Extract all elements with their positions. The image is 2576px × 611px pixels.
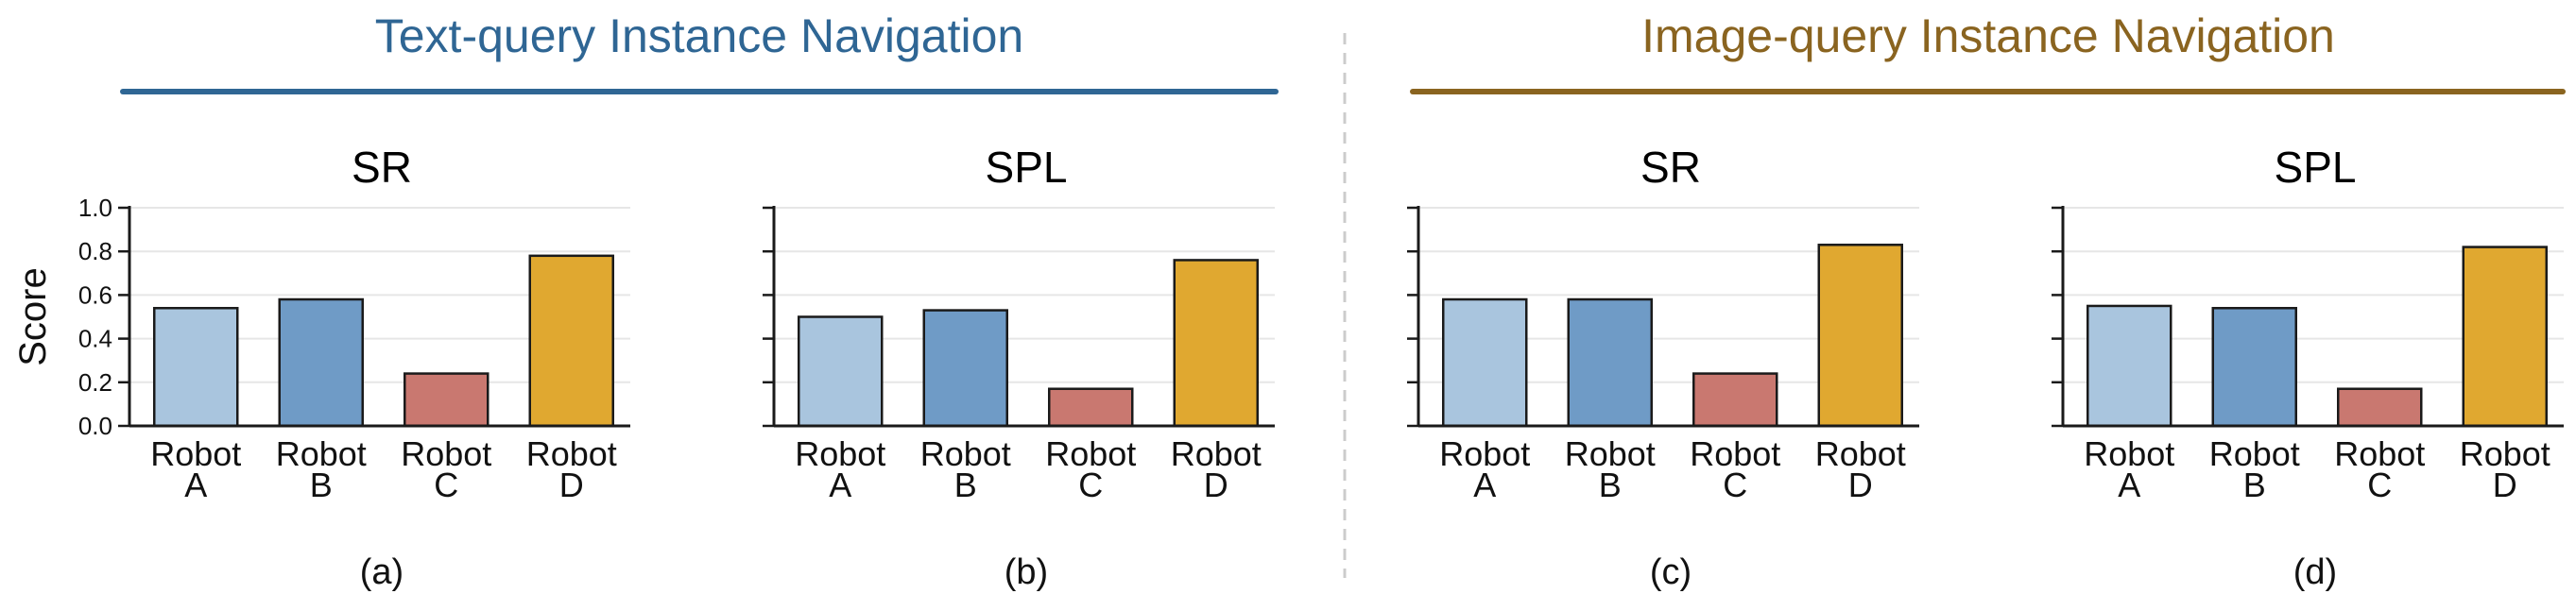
bar-d	[528, 254, 614, 428]
bar-d	[1817, 244, 1903, 428]
chart-title: SPL	[986, 143, 1068, 192]
group-title-text-query: Text-query Instance Navigation	[375, 9, 1023, 62]
category-label: Robot A	[1439, 434, 1530, 504]
chart-title: SR	[1640, 143, 1701, 192]
y-tick-label: 0.0	[78, 412, 112, 440]
category-label: Robot C	[401, 434, 491, 504]
chart-panel-4: Robot A Robot B Robot C Robot D SPL (d)	[2052, 143, 2564, 592]
category-label: Robot C	[2334, 434, 2425, 504]
category-label: Robot A	[795, 434, 885, 504]
bar-a	[798, 315, 884, 428]
bar-c	[1692, 372, 1778, 428]
panel-label: (a)	[360, 552, 404, 592]
category-label: Robot B	[2209, 434, 2300, 504]
panel-label: (d)	[2293, 552, 2337, 592]
chart-panel-3: Robot A Robot B Robot C Robot D SR (c)	[1407, 143, 1919, 592]
panel-label: (c)	[1650, 552, 1692, 592]
bar-d	[2462, 246, 2548, 428]
bar-a	[153, 307, 239, 428]
chart-panel-1: 0.0 0.2 0.4 0.6 0.8 1.0 Score Robot A Robot B Robot…	[12, 143, 630, 592]
chart-panel-2: Robot A Robot B Robot C Robot D SPL (b)	[763, 143, 1275, 592]
panel-label: (b)	[1005, 552, 1048, 592]
y-tick-label: 0.2	[78, 368, 112, 397]
y-tick-label: 1.0	[78, 194, 112, 222]
bar-c	[1048, 387, 1134, 428]
category-label: Robot A	[2084, 434, 2174, 504]
chart-title: SPL	[2275, 143, 2357, 192]
group-title-image-query: Image-query Instance Navigation	[1641, 9, 2335, 62]
bar-c	[2337, 387, 2423, 428]
category-label: Robot C	[1045, 434, 1136, 504]
category-label: Robot D	[1171, 434, 1262, 504]
y-tick-label: 0.8	[78, 237, 112, 265]
bar-a	[1442, 297, 1528, 428]
bar-a	[2087, 304, 2172, 428]
category-label: Robot D	[1815, 434, 1906, 504]
y-axis-label: Score	[12, 267, 54, 366]
bar-b	[922, 309, 1008, 428]
bar-b	[278, 297, 364, 428]
bar-b	[1567, 297, 1653, 428]
category-label: Robot B	[1565, 434, 1656, 504]
category-label: Robot B	[276, 434, 367, 504]
category-label: Robot C	[1690, 434, 1780, 504]
chart-title: SR	[352, 143, 412, 192]
bar-c	[404, 372, 489, 428]
y-tick-label: 0.6	[78, 280, 112, 309]
y-tick-label: 0.4	[78, 325, 112, 353]
category-label: Robot D	[526, 434, 617, 504]
category-label: Robot B	[920, 434, 1011, 504]
bar-b	[2211, 307, 2297, 428]
category-label: Robot D	[2460, 434, 2550, 504]
bar-d	[1173, 259, 1259, 428]
category-label: Robot A	[150, 434, 241, 504]
